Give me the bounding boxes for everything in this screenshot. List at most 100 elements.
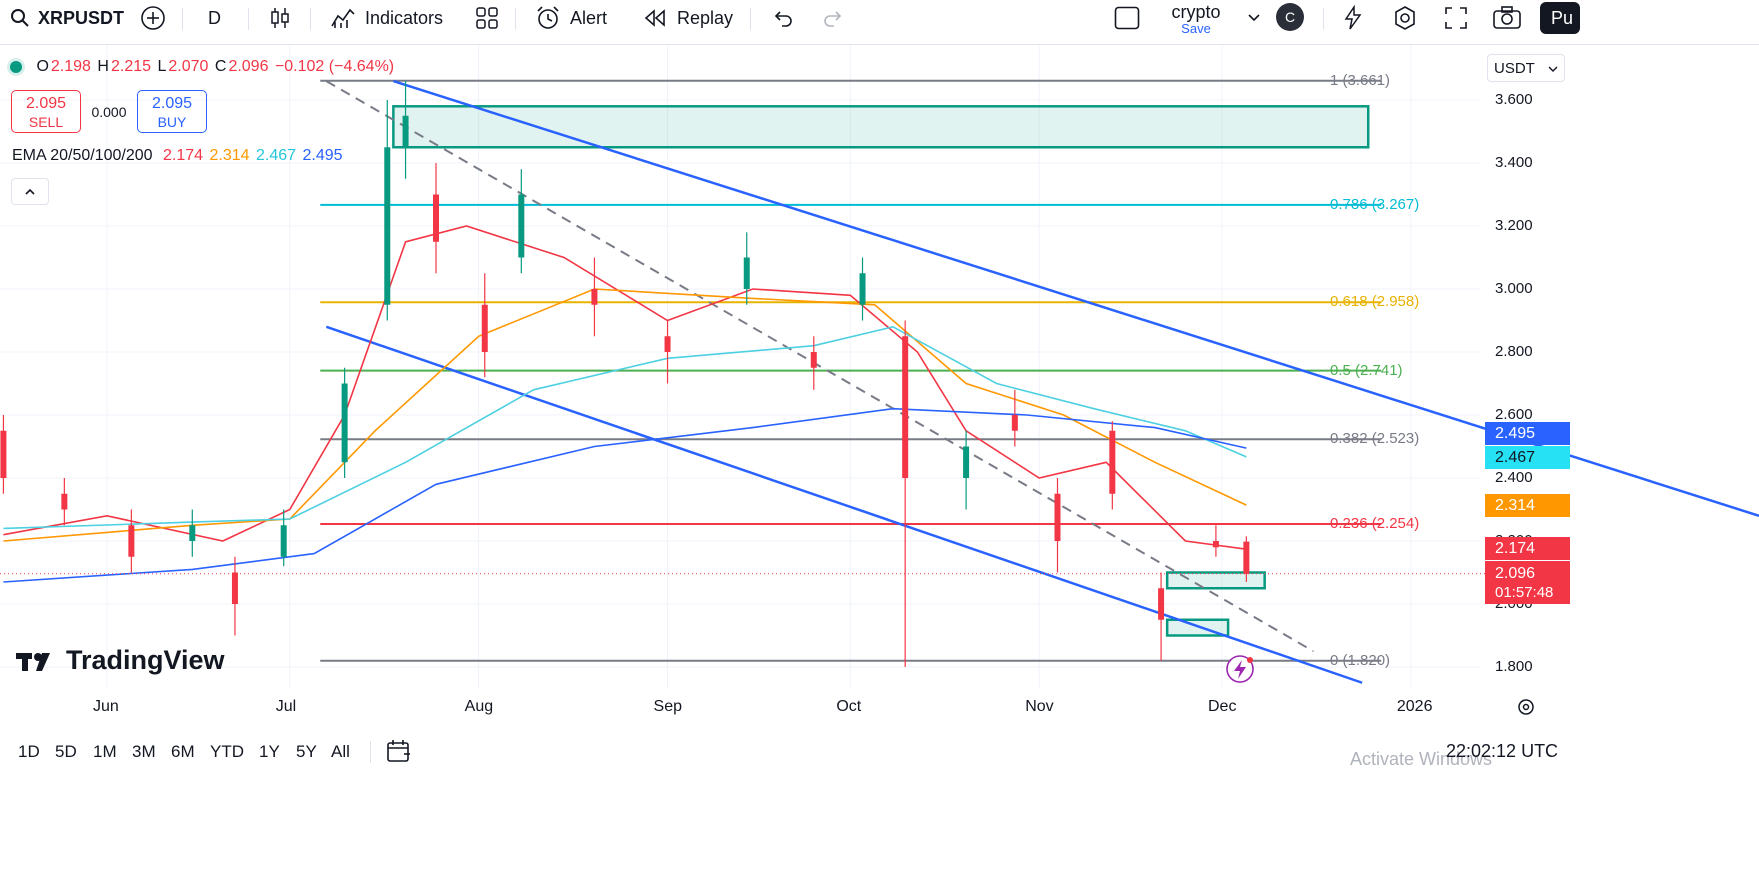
lightning-icon xyxy=(1234,660,1246,679)
candle-body xyxy=(280,525,287,557)
ema-legend[interactable]: EMA 20/50/100/200 2.174 2.314 2.467 2.49… xyxy=(12,147,343,165)
ohlc-legend: O 2.198 H 2.215 L 2.070 C 2.096 −0.102 (−4.6… xyxy=(10,58,396,76)
candle-body xyxy=(743,257,750,289)
alarm-clock-icon xyxy=(537,6,559,29)
quick-search-button[interactable] xyxy=(1340,0,1366,36)
alert-button[interactable]: Alert xyxy=(535,0,607,36)
interval-button[interactable]: D xyxy=(208,0,221,36)
fib-level-label: 0 (1.820) xyxy=(1330,651,1391,669)
redo-button[interactable] xyxy=(822,0,844,36)
chevron-down-icon xyxy=(1548,66,1558,72)
range-button-1d[interactable]: 1D xyxy=(18,742,40,761)
compare-button[interactable] xyxy=(140,0,166,36)
publish-button[interactable]: Pu xyxy=(1540,2,1580,34)
time-axis-label: 2026 xyxy=(1396,698,1433,715)
price-chart[interactable] xyxy=(0,45,1759,735)
account-avatar[interactable]: C xyxy=(1276,3,1304,31)
divider xyxy=(1323,8,1324,30)
ema200-value: 2.495 xyxy=(302,147,343,164)
last-price-value: 2.096 xyxy=(1495,565,1536,582)
ema50-price-tag: 2.314 xyxy=(1485,494,1570,517)
layouts-button[interactable] xyxy=(475,0,499,36)
divider xyxy=(370,741,371,763)
utc-clock[interactable]: 22:02:12 UTC xyxy=(1446,741,1559,761)
range-button-1y[interactable]: 1Y xyxy=(259,742,280,761)
range-button-5y[interactable]: 5Y xyxy=(296,742,317,761)
divider xyxy=(248,8,249,30)
ema50-tag-value: 2.314 xyxy=(1495,497,1536,514)
symbol-name: XRPUSDT xyxy=(38,7,125,28)
axis-settings-button[interactable] xyxy=(1516,697,1536,722)
fullscreen-button[interactable] xyxy=(1444,0,1468,36)
ema100-tag-value: 2.467 xyxy=(1495,449,1536,466)
tradingview-logo[interactable]: TradingView xyxy=(16,645,225,676)
undo-button[interactable] xyxy=(772,0,794,36)
collapse-legend-button[interactable] xyxy=(11,178,49,205)
settings-button[interactable] xyxy=(1392,0,1418,36)
ema-title: EMA 20/50/100/200 xyxy=(12,147,153,164)
high-label: H xyxy=(97,58,109,75)
candle-body xyxy=(1243,541,1250,574)
ema100-price-tag: 2.467 xyxy=(1485,446,1570,469)
currency-select[interactable]: USDT xyxy=(1487,54,1565,82)
fullscreen-icon xyxy=(1445,7,1467,29)
tradingview-mark-icon xyxy=(16,652,50,671)
snapshot-button[interactable] xyxy=(1492,0,1522,36)
fib-level-label: 1 (3.661) xyxy=(1330,71,1391,89)
chart-type-button[interactable] xyxy=(268,0,292,36)
high-value: 2.215 xyxy=(110,58,152,75)
layout-menu-button[interactable] xyxy=(1247,0,1261,36)
square-icon xyxy=(1114,6,1140,30)
layout-name-button[interactable]: crypto Save xyxy=(1160,2,1232,36)
indicators-button[interactable]: Indicators xyxy=(330,0,443,36)
fib-level-label: 0.5 (2.741) xyxy=(1330,361,1403,379)
range-button-5d[interactable]: 5D xyxy=(55,742,77,761)
buy-button[interactable]: 2.095 BUY xyxy=(137,90,207,133)
candle-body xyxy=(402,115,409,148)
open-value: 2.198 xyxy=(50,58,91,75)
ema200-line xyxy=(3,407,1247,583)
ema200-price-tag: 2.495 xyxy=(1485,422,1570,445)
chevron-down-icon xyxy=(1248,14,1260,22)
indicators-label: Indicators xyxy=(365,7,444,28)
candle-body xyxy=(128,525,135,557)
range-button-3m[interactable]: 3M xyxy=(132,742,156,761)
change-value: −0.102 (−4.64%) xyxy=(274,58,395,75)
replay-button[interactable]: Replay xyxy=(643,0,733,36)
chart-area[interactable] xyxy=(0,45,1759,821)
time-axis-label: Sep xyxy=(653,698,682,715)
candle-body xyxy=(1212,541,1219,548)
fib-level-label: 0.236 (2.254) xyxy=(1330,514,1420,532)
time-axis-label: Oct xyxy=(836,698,862,715)
price-axis-label: 2.800 xyxy=(1495,343,1533,360)
symbol-search[interactable]: XRPUSDT xyxy=(10,0,124,36)
close-value: 2.096 xyxy=(228,58,269,75)
camera-icon xyxy=(1493,6,1521,29)
last-price-tag: 2.096 01:57:48 xyxy=(1485,561,1570,604)
dashed-trend-line xyxy=(325,80,1314,653)
avatar-letter: C xyxy=(1284,9,1296,25)
candle-body xyxy=(433,194,440,242)
goto-date-button[interactable] xyxy=(386,738,412,769)
status-dot-icon xyxy=(10,60,22,73)
search-icon xyxy=(11,9,29,27)
interval-label: D xyxy=(208,7,221,28)
price-axis-label: 2.400 xyxy=(1495,469,1533,486)
range-button-all[interactable]: All xyxy=(331,742,350,761)
time-axis-label: Jun xyxy=(93,698,119,715)
range-button-6m[interactable]: 6M xyxy=(171,742,195,761)
ema200-tag-value: 2.495 xyxy=(1495,425,1536,442)
range-button-ytd[interactable]: YTD xyxy=(210,742,244,761)
candle-body xyxy=(341,383,348,463)
range-button-1m[interactable]: 1M xyxy=(93,742,117,761)
candle-body xyxy=(1054,493,1061,541)
fib-level-label: 0.618 (2.958) xyxy=(1330,293,1420,311)
candle-body xyxy=(810,352,817,368)
candle-body xyxy=(0,430,7,478)
ohlc-values: O 2.198 H 2.215 L 2.070 C 2.096 −0.102 (−4.6… xyxy=(36,58,396,75)
bar-countdown: 01:57:48 xyxy=(1495,584,1554,601)
candle-body xyxy=(189,525,196,541)
layout-toggle-button[interactable] xyxy=(1114,0,1140,36)
sell-button[interactable]: 2.095 SELL xyxy=(11,90,81,133)
calendar-icon xyxy=(387,740,410,762)
